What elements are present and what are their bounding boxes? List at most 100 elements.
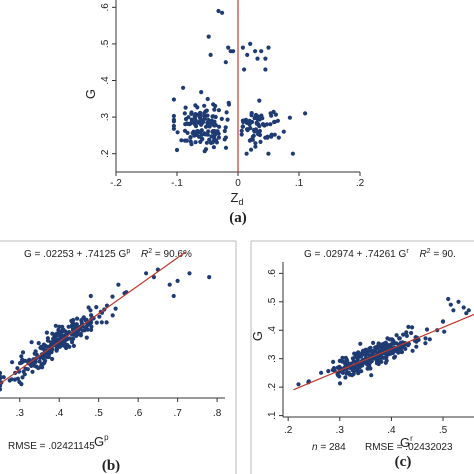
data-point — [202, 132, 207, 137]
data-point — [187, 271, 192, 276]
data-point — [231, 49, 236, 54]
data-point — [353, 354, 358, 359]
data-point — [211, 134, 216, 139]
data-point — [344, 371, 349, 376]
data-point — [212, 107, 217, 112]
data-point — [74, 333, 79, 338]
data-point — [353, 351, 358, 356]
data-point — [258, 139, 263, 144]
data-point — [41, 356, 46, 361]
panel-b: .3 .4 .5 .6 .7 .8 G = .02253 + .74125 Gp R2 =… — [0, 240, 237, 474]
y-tick-label: .3 — [100, 112, 111, 121]
data-point — [271, 109, 276, 114]
data-point — [456, 299, 461, 304]
x-tick-label: .7 — [173, 408, 182, 419]
panel-a-x-axis-label: Zd — [231, 190, 244, 207]
data-point — [33, 349, 38, 354]
data-point — [45, 354, 50, 360]
data-point — [69, 340, 75, 345]
data-point — [70, 325, 75, 330]
data-point — [406, 341, 411, 346]
data-point — [206, 122, 211, 127]
data-point — [211, 122, 216, 127]
data-point — [379, 348, 384, 353]
data-point — [57, 329, 63, 334]
data-point — [326, 369, 331, 374]
data-point — [331, 359, 336, 364]
data-point — [290, 151, 295, 156]
data-point — [382, 345, 388, 350]
data-point — [340, 355, 345, 360]
data-point — [410, 348, 415, 353]
data-point — [34, 352, 39, 357]
data-point — [216, 108, 221, 113]
data-point — [351, 359, 356, 364]
data-point — [269, 134, 274, 139]
data-point — [257, 128, 262, 134]
x-tick-label: -.1 — [171, 178, 183, 189]
data-point — [175, 130, 180, 135]
data-point — [249, 147, 254, 152]
data-point — [399, 349, 404, 354]
x-tick-label: .2 — [356, 178, 365, 189]
data-point — [193, 140, 198, 145]
data-point — [253, 141, 258, 146]
data-point — [198, 113, 203, 118]
data-point — [245, 52, 250, 58]
data-point — [193, 124, 199, 129]
data-point — [53, 323, 58, 328]
data-point — [36, 365, 41, 371]
data-point — [253, 112, 259, 118]
data-point — [184, 121, 190, 126]
data-point — [391, 341, 396, 346]
data-point — [84, 335, 89, 340]
data-point — [89, 320, 94, 325]
panel-c-x-ticks: .2 .3 .4 .5 — [284, 417, 448, 436]
data-point — [44, 330, 50, 335]
panel-b-rmse: RMSE = .02421145 — [8, 441, 95, 452]
data-point — [446, 296, 451, 302]
data-point — [85, 327, 90, 332]
data-point — [335, 371, 340, 376]
y-tick-label: .4 — [267, 326, 278, 335]
panel-a-y-axis-label: G — [83, 89, 98, 99]
panel-c-equation: G = .02974 + .74261 Gr R2 = 90. — [304, 245, 456, 260]
y-tick-label: .2 — [100, 149, 111, 158]
data-point — [182, 138, 188, 143]
data-point — [373, 345, 378, 350]
data-point — [337, 381, 343, 386]
panel-c: .1 .2 .3 .4 .5 .6 .2 .3 .4 .5 G = .02974 + .7426… — [250, 240, 474, 474]
data-point — [248, 126, 253, 131]
panel-a: .2 .3 .4 .5 .6 -.2 -.1 0 .1 .2 G Zd (a) — [83, 0, 365, 226]
data-point — [239, 128, 244, 133]
data-point — [384, 355, 389, 360]
data-point — [451, 308, 456, 313]
x-tick-label: .4 — [387, 425, 396, 436]
data-point — [249, 137, 254, 142]
data-point — [66, 324, 71, 329]
data-point — [99, 320, 104, 325]
data-point — [208, 52, 213, 58]
x-tick-label: 0 — [235, 178, 241, 189]
panel-c-x-axis-label: Gr — [400, 434, 413, 450]
x-tick-label: -.2 — [110, 178, 122, 189]
data-point — [259, 49, 264, 54]
panel-c-y-axis-label: G — [250, 331, 265, 341]
data-point — [9, 377, 14, 382]
data-point — [188, 135, 193, 140]
data-point — [354, 363, 359, 369]
data-point — [440, 319, 446, 324]
data-point — [45, 336, 51, 341]
data-point — [0, 383, 3, 388]
data-point — [25, 367, 30, 372]
data-point — [197, 130, 202, 135]
data-point — [239, 132, 244, 137]
data-point — [50, 341, 55, 346]
data-point — [205, 132, 210, 137]
data-point — [89, 313, 94, 318]
data-point — [263, 67, 268, 72]
data-point — [423, 341, 428, 346]
data-point — [247, 118, 252, 123]
data-point — [182, 128, 188, 133]
